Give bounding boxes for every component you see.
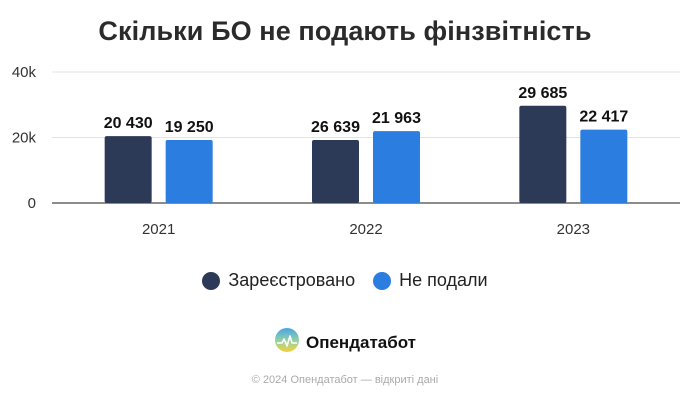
legend-swatch-registered xyxy=(202,271,221,290)
x-tick-label: 2021 xyxy=(142,221,175,238)
bar xyxy=(373,131,420,203)
data-label: 19 250 xyxy=(165,119,214,136)
chart-legend: Зареєстровано Не подали xyxy=(0,270,690,291)
y-tick-label: 0 xyxy=(28,195,36,212)
legend-label-registered: Зареєстровано xyxy=(228,270,356,290)
brand-name: Опендатабот xyxy=(305,332,417,352)
x-tick-label: 2023 xyxy=(557,221,590,238)
footer-copyright: © 2024 Опендатабот — відкриті дані xyxy=(251,374,439,386)
x-tick-label: 2022 xyxy=(349,221,382,238)
chart-title: Скільки БО не подають фінзвітність xyxy=(98,16,592,46)
data-label: 29 685 xyxy=(518,85,567,102)
data-label: 20 430 xyxy=(104,115,153,132)
bar xyxy=(165,139,213,203)
bar xyxy=(104,136,152,203)
opendatabot-logo-icon xyxy=(274,327,300,358)
legend-item-registered: Зареєстровано xyxy=(202,270,355,291)
data-label: 21 963 xyxy=(372,110,421,127)
legend-item-not-filed: Не подали xyxy=(373,270,488,291)
legend-label-not-filed: Не подали xyxy=(399,270,488,290)
bar xyxy=(312,139,359,203)
bar xyxy=(519,105,567,203)
y-tick-label: 20k xyxy=(12,130,37,147)
y-tick-label: 40k xyxy=(12,64,37,81)
bar-chart: 0 20k 40k 20 430 19 250 2021 26 639 21 963 2022 2… xyxy=(12,64,680,238)
data-label: 22 417 xyxy=(579,109,628,126)
legend-swatch-not-filed xyxy=(373,271,392,290)
bar xyxy=(580,129,628,203)
data-label: 26 639 xyxy=(311,119,360,136)
brand: Опендатабот xyxy=(0,327,690,358)
